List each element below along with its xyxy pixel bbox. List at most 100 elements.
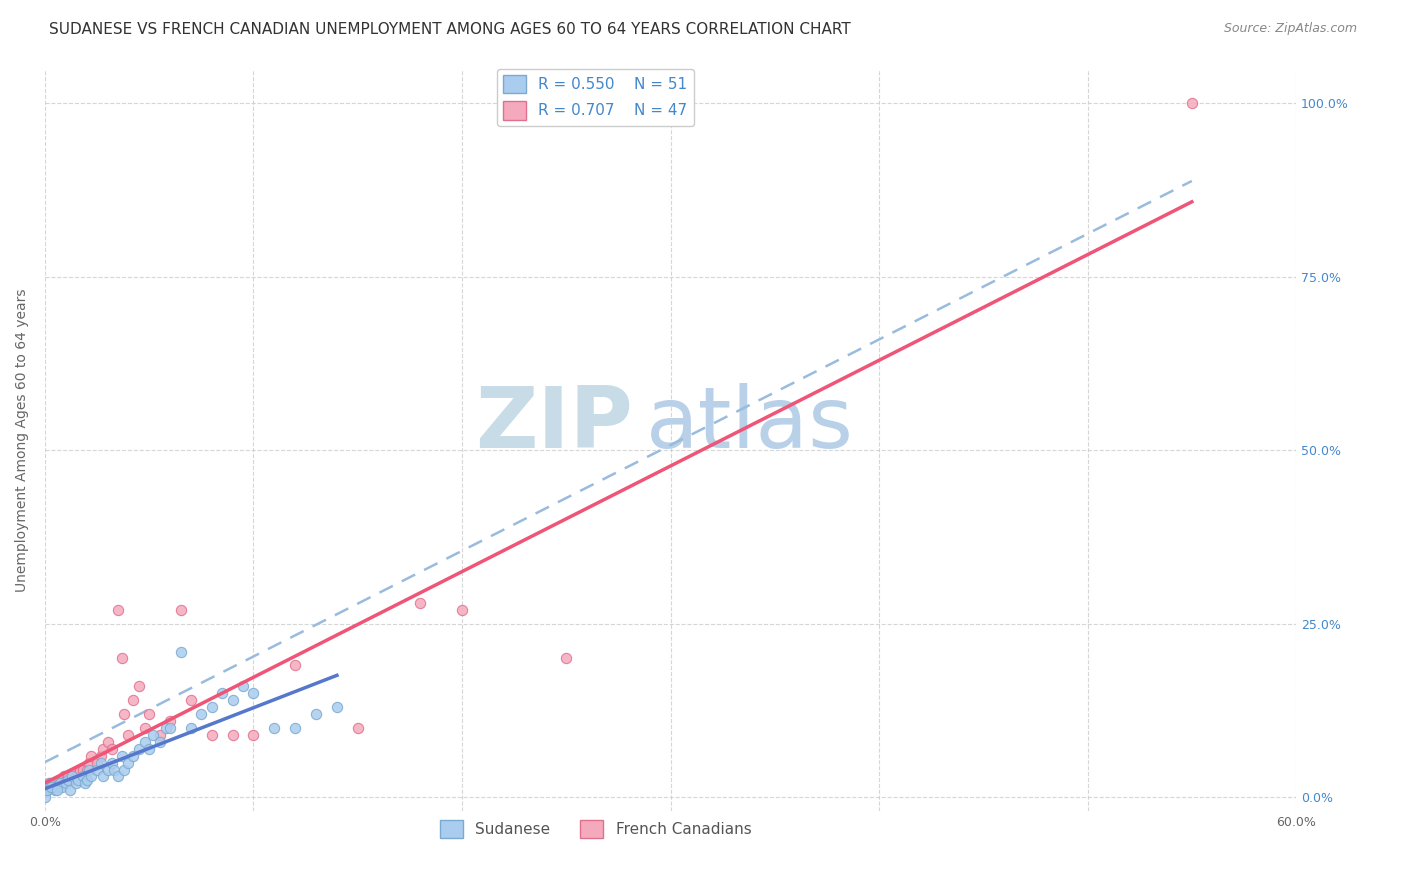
Point xyxy=(180,721,202,735)
Point xyxy=(159,714,181,728)
Y-axis label: Unemployment Among Ages 60 to 64 years: Unemployment Among Ages 60 to 64 years xyxy=(15,288,30,591)
Point xyxy=(232,679,254,693)
Text: SUDANESE VS FRENCH CANADIAN UNEMPLOYMENT AMONG AGES 60 TO 64 YEARS CORRELATION C: SUDANESE VS FRENCH CANADIAN UNEMPLOYMENT… xyxy=(49,22,851,37)
Point xyxy=(90,748,112,763)
Point xyxy=(76,772,98,787)
Legend: Sudanese, French Canadians: Sudanese, French Canadians xyxy=(433,814,758,845)
Point xyxy=(56,772,79,787)
Point xyxy=(35,783,58,797)
Point xyxy=(112,706,135,721)
Point xyxy=(284,721,307,735)
Point xyxy=(59,772,82,787)
Point xyxy=(242,728,264,742)
Point xyxy=(117,728,139,742)
Point xyxy=(111,748,134,763)
Point xyxy=(46,776,69,790)
Point xyxy=(107,769,129,783)
Point xyxy=(190,706,212,721)
Point xyxy=(55,772,77,787)
Point xyxy=(155,721,177,735)
Point xyxy=(121,693,143,707)
Text: atlas: atlas xyxy=(645,384,853,467)
Point xyxy=(93,769,115,783)
Point xyxy=(149,728,172,742)
Point xyxy=(121,748,143,763)
Point xyxy=(86,763,108,777)
Point xyxy=(35,783,58,797)
Point xyxy=(55,776,77,790)
Point xyxy=(34,783,56,797)
Point xyxy=(107,603,129,617)
Point xyxy=(103,763,125,777)
Point xyxy=(211,686,233,700)
Point xyxy=(555,651,578,665)
Point xyxy=(1181,96,1204,111)
Point xyxy=(201,700,224,714)
Point xyxy=(51,780,73,794)
Point xyxy=(60,769,83,783)
Text: Source: ZipAtlas.com: Source: ZipAtlas.com xyxy=(1223,22,1357,36)
Point xyxy=(77,763,100,777)
Point xyxy=(221,693,243,707)
Point xyxy=(73,776,96,790)
Point xyxy=(72,763,94,777)
Point xyxy=(100,756,122,770)
Point xyxy=(169,603,191,617)
Point xyxy=(142,728,165,742)
Point xyxy=(48,776,70,790)
Point xyxy=(305,706,328,721)
Point xyxy=(346,721,368,735)
Point xyxy=(326,700,349,714)
Point xyxy=(56,769,79,783)
Point xyxy=(128,741,150,756)
Point xyxy=(60,769,83,783)
Point xyxy=(90,756,112,770)
Point xyxy=(138,706,160,721)
Point xyxy=(221,728,243,742)
Point xyxy=(67,766,90,780)
Point xyxy=(117,756,139,770)
Point xyxy=(80,769,103,783)
Point xyxy=(86,756,108,770)
Point xyxy=(67,772,90,787)
Point xyxy=(134,735,156,749)
Point xyxy=(138,741,160,756)
Point xyxy=(263,721,285,735)
Point xyxy=(34,790,56,805)
Point xyxy=(149,735,172,749)
Point xyxy=(159,721,181,735)
Point xyxy=(180,693,202,707)
Point xyxy=(100,741,122,756)
Point xyxy=(96,763,118,777)
Point xyxy=(112,763,135,777)
Point xyxy=(34,783,56,797)
Point xyxy=(38,776,60,790)
Point xyxy=(44,780,66,794)
Point xyxy=(242,686,264,700)
Point xyxy=(39,776,62,790)
Point xyxy=(72,769,94,783)
Point xyxy=(451,603,474,617)
Point xyxy=(93,741,115,756)
Point xyxy=(409,596,432,610)
Point xyxy=(76,763,98,777)
Point xyxy=(48,776,70,790)
Point xyxy=(65,769,87,783)
Point xyxy=(39,780,62,794)
Point xyxy=(44,783,66,797)
Point xyxy=(59,783,82,797)
Point xyxy=(46,783,69,797)
Point xyxy=(69,763,91,777)
Point xyxy=(73,769,96,783)
Point xyxy=(96,735,118,749)
Point xyxy=(52,769,75,783)
Point xyxy=(284,658,307,673)
Point xyxy=(38,776,60,790)
Point xyxy=(111,651,134,665)
Point xyxy=(80,748,103,763)
Point xyxy=(77,756,100,770)
Point xyxy=(169,644,191,658)
Point xyxy=(65,776,87,790)
Text: ZIP: ZIP xyxy=(475,384,633,467)
Point xyxy=(134,721,156,735)
